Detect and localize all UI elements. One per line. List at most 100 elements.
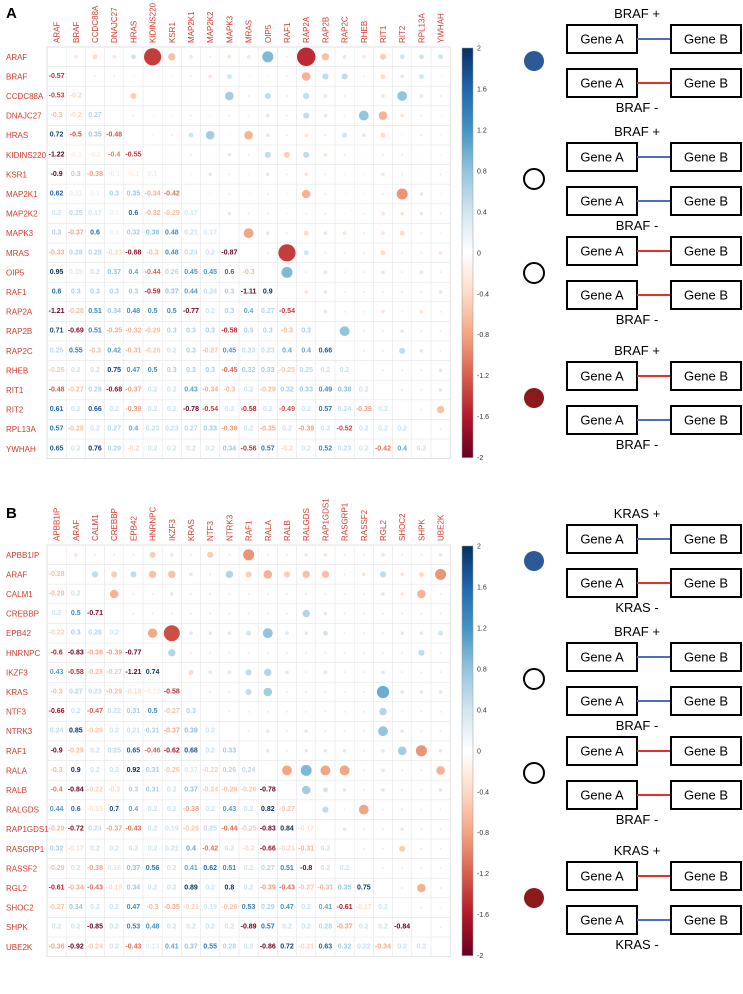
corr-circle [362, 251, 366, 255]
corr-circle [304, 172, 309, 177]
corr-value: 0.2 [148, 826, 158, 833]
corr-circle [400, 651, 404, 655]
column-label: RAF1 [245, 520, 254, 541]
corr-circle [208, 592, 212, 596]
corr-circle [400, 271, 404, 274]
corr-circle [400, 329, 405, 334]
corr-value: -0.44 [221, 826, 237, 833]
corr-value: 0.34 [223, 445, 237, 452]
corr-circle [148, 570, 157, 579]
corr-circle [418, 649, 425, 656]
corr-value: 0.2 [244, 426, 254, 433]
corr-circle [436, 405, 445, 414]
corr-circle [301, 189, 311, 199]
corr-circle [400, 388, 404, 392]
corr-value: 0.2 [148, 845, 158, 852]
corr-value: 0.51 [88, 328, 102, 335]
corr-circle [302, 609, 310, 618]
gene-b-label: Gene B [684, 788, 728, 803]
corr-circle [323, 152, 328, 157]
corr-circle [208, 631, 213, 636]
condition-label-bottom: BRAF - [616, 218, 659, 233]
corr-circle [189, 54, 193, 59]
corr-circle [342, 788, 347, 792]
corr-circle [265, 172, 270, 177]
corr-value: 0.65 [127, 747, 141, 754]
gene-a-label: Gene A [580, 650, 624, 665]
corr-circle [111, 571, 118, 578]
corr-circle [420, 388, 423, 392]
corr-circle [342, 132, 348, 138]
gene-a-box [566, 736, 638, 766]
corr-circle [400, 690, 405, 694]
indicator-circle [523, 668, 545, 690]
corr-value: 0.45 [203, 269, 217, 276]
corr-circle [245, 669, 252, 676]
corr-value: -0.2 [70, 93, 82, 100]
corr-circle [247, 729, 250, 733]
corr-value: 0.4 [397, 445, 407, 452]
corr-value: -0.38 [87, 171, 103, 178]
corr-value: 0.32 [338, 943, 352, 950]
corr-circle [304, 710, 308, 713]
corr-circle [285, 670, 289, 675]
corr-value: -0.37 [125, 387, 141, 394]
corr-circle [73, 552, 78, 557]
corr-value: 0.2 [148, 885, 158, 892]
corr-value: -0.66 [260, 845, 276, 852]
corr-circle [265, 133, 270, 138]
panel-a-label: A [6, 5, 17, 22]
corr-circle [228, 553, 231, 557]
corr-circle [228, 192, 231, 196]
condition-label-bottom: BRAF - [616, 812, 659, 827]
corr-circle [189, 114, 193, 117]
corr-value: 0.27 [88, 112, 102, 119]
row-label: RAF1 [6, 747, 27, 756]
corr-value: -0.25 [279, 367, 295, 374]
corr-circle [417, 883, 426, 893]
column-label: DNAJC27 [110, 7, 119, 43]
corr-value: -0.28 [221, 787, 237, 794]
corr-circle [262, 628, 273, 639]
corr-value: 0.2 [71, 406, 81, 413]
corr-circle [399, 230, 405, 236]
corr-value: 0.2 [167, 347, 177, 354]
corr-circle [304, 271, 308, 274]
column-label: ARAF [72, 520, 81, 541]
corr-circle [302, 570, 310, 579]
corr-value: -0.3 [89, 347, 101, 354]
corr-value: -0.2 [243, 845, 255, 852]
corr-value: 0.3 [109, 289, 119, 296]
corr-circle [381, 768, 385, 773]
corr-value: 0.2 [359, 924, 369, 931]
corr-circle [362, 212, 366, 215]
row-label: ARAF [6, 53, 27, 62]
corr-circle [381, 270, 385, 275]
corr-circle [381, 552, 385, 557]
corr-value: -0.92 [68, 943, 84, 950]
corr-circle [378, 111, 388, 120]
row-label: NTF3 [6, 708, 27, 717]
corr-circle [247, 114, 250, 117]
corr-value: 0.2 [167, 806, 177, 813]
corr-circle [362, 690, 366, 694]
row-label: OIP5 [6, 268, 25, 277]
corr-value: 0.2 [52, 924, 62, 931]
corr-value: 0.32 [242, 367, 256, 374]
corr-circle [439, 75, 442, 78]
corr-circle [436, 766, 445, 775]
corr-circle [112, 553, 116, 557]
corr-value: 0.27 [184, 426, 198, 433]
indicator-circle [524, 51, 544, 71]
column-label: YWHAH [437, 13, 446, 43]
color-scale-tick: 2 [477, 46, 481, 53]
corr-circle [438, 250, 443, 255]
corr-circle [285, 75, 289, 78]
legend-panel-a: BRAF + Gene A Gene B Gene A Gene B BRAF - BRAF… [523, 6, 742, 452]
column-label: ARAF [53, 22, 62, 43]
corr-circle [245, 688, 252, 696]
color-scale-tick: 1.6 [477, 86, 487, 93]
corr-circle [189, 612, 193, 615]
corr-value: 0.25 [203, 826, 217, 833]
corr-value: -0.5 [70, 132, 82, 139]
